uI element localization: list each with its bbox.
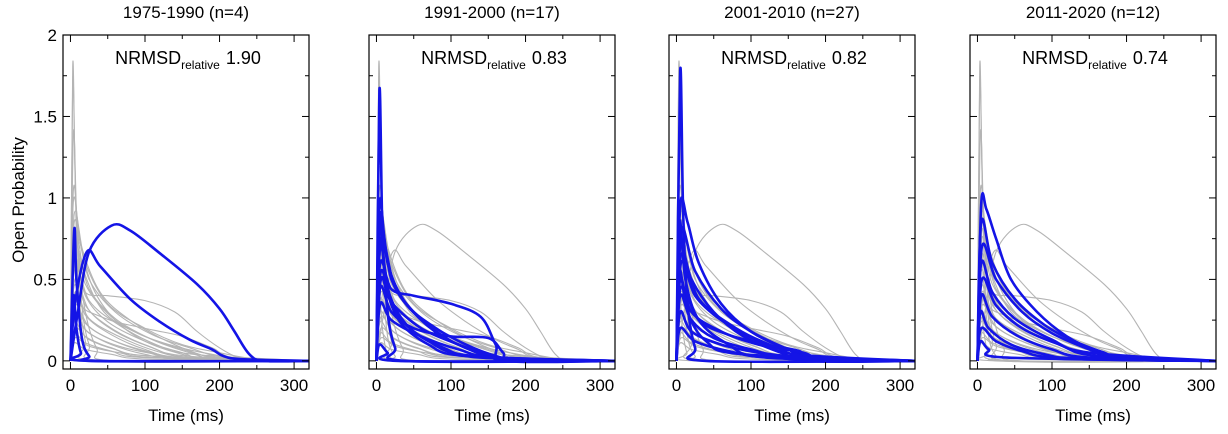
- background-trace-6: [375, 223, 615, 362]
- nrmsd-subscript: relative: [181, 58, 220, 72]
- series-line-12: [375, 268, 615, 363]
- panel-2: 0 100 200 300 1991-2000 (n=17) NRMSDrelative 0…: [368, 3, 616, 425]
- background-trace-6: [675, 223, 915, 362]
- series-line-3: [976, 242, 1216, 363]
- highlight-traces: [675, 66, 915, 364]
- panel-title: 1975-1990 (n=4): [123, 3, 249, 22]
- x-tick-label: 200: [511, 376, 539, 395]
- series-line-4: [976, 259, 1216, 363]
- background-trace-16: [69, 269, 309, 362]
- plot-frame: [668, 34, 916, 370]
- nrmsd-annotation: NRMSDrelative 0.83: [421, 48, 567, 72]
- x-tick-label: 0: [973, 376, 982, 395]
- nrmsd-value: 1.90: [226, 48, 261, 68]
- series-line-1: [675, 66, 915, 364]
- series-line-4: [69, 293, 309, 363]
- panel-title: 2001-2010 (n=27): [724, 3, 860, 22]
- y-tick-label: 1.5: [33, 107, 57, 126]
- series-line-10: [675, 252, 915, 363]
- background-trace-14: [69, 252, 309, 363]
- y-axis-label: Open Probability: [9, 137, 28, 263]
- x-tick-label: 100: [1038, 376, 1066, 395]
- background-traces: [375, 60, 615, 363]
- series-line-9: [976, 339, 1216, 363]
- series-line-2: [69, 248, 309, 363]
- background-trace-9: [69, 210, 309, 362]
- nrmsd-value: 0.83: [532, 48, 567, 68]
- x-tick-label: 300: [586, 376, 614, 395]
- panel-title: 2011-2020 (n=12): [1026, 3, 1160, 22]
- nrmsd-annotation: NRMSDrelative 1.90: [115, 48, 261, 72]
- series-line-13: [675, 285, 915, 363]
- x-tick-label: 100: [737, 376, 765, 395]
- nrmsd-subscript: relative: [1088, 58, 1127, 72]
- y-tick-label: 1: [48, 189, 57, 208]
- nrmsd-label: NRMSD: [115, 48, 181, 68]
- panel-3: 0 100 200 300 2001-2010 (n=27) NRMSDrelative 0…: [668, 3, 916, 425]
- background-trace-6: [976, 223, 1216, 362]
- x-tick-label: 200: [811, 376, 839, 395]
- nrmsd-label: NRMSD: [421, 48, 487, 68]
- background-traces: [675, 60, 915, 363]
- y-tick-label: 2: [48, 26, 57, 45]
- highlight-traces: [375, 86, 615, 364]
- nrmsd-value: 0.82: [832, 48, 867, 68]
- x-tick-label: 300: [886, 376, 914, 395]
- x-axis-label: Time (ms): [148, 406, 224, 425]
- series-line-11: [375, 343, 615, 363]
- nrmsd-label: NRMSD: [721, 48, 787, 68]
- x-tick-label: 200: [1112, 376, 1140, 395]
- x-tick-label: 0: [372, 376, 381, 395]
- background-trace-3: [69, 129, 309, 363]
- background-trace-17: [69, 277, 309, 362]
- nrmsd-subscript: relative: [487, 58, 526, 72]
- x-tick-label: 100: [437, 376, 465, 395]
- nrmsd-value: 0.74: [1133, 48, 1168, 68]
- x-tick-label: 100: [131, 376, 159, 395]
- x-tick-label: 300: [280, 376, 308, 395]
- background-trace-7: [69, 249, 309, 362]
- x-axis-label: Time (ms): [454, 406, 530, 425]
- background-trace-3: [976, 129, 1216, 363]
- x-tick-label: 0: [672, 376, 681, 395]
- nrmsd-annotation: NRMSDrelative 0.82: [721, 48, 867, 72]
- plot-frame: [969, 34, 1217, 370]
- panel-1: 0 100 200 300 0 0.5 1 1.5 2 1975-1990 (n=4) NRMSDr…: [33, 3, 310, 425]
- y-tick-label: 0.5: [33, 270, 57, 289]
- y-tick-label: 0: [48, 352, 57, 371]
- nrmsd-subscript: relative: [787, 58, 826, 72]
- x-tick-label: 200: [205, 376, 233, 395]
- nrmsd-annotation: NRMSDrelative 0.74: [1022, 48, 1168, 72]
- highlight-traces: [69, 222, 309, 363]
- x-axis-label: Time (ms): [754, 406, 830, 425]
- nrmsd-label: NRMSD: [1022, 48, 1088, 68]
- plot-frame: [368, 34, 616, 370]
- plot-frame: [62, 34, 310, 370]
- series-line-5: [976, 276, 1216, 363]
- background-trace-7: [675, 249, 915, 362]
- background-trace-11: [976, 227, 1216, 362]
- x-tick-label: 0: [66, 376, 75, 395]
- highlight-traces: [976, 192, 1216, 363]
- x-axis-label: Time (ms): [1055, 406, 1131, 425]
- background-traces: [69, 60, 309, 363]
- x-tick-label: 300: [1187, 376, 1215, 395]
- series-line-3: [69, 222, 309, 363]
- panel-title: 1991-2000 (n=17): [424, 3, 560, 22]
- panel-4: 0 100 200 300 2011-2020 (n=12) NRMSDrelative 0…: [969, 3, 1217, 425]
